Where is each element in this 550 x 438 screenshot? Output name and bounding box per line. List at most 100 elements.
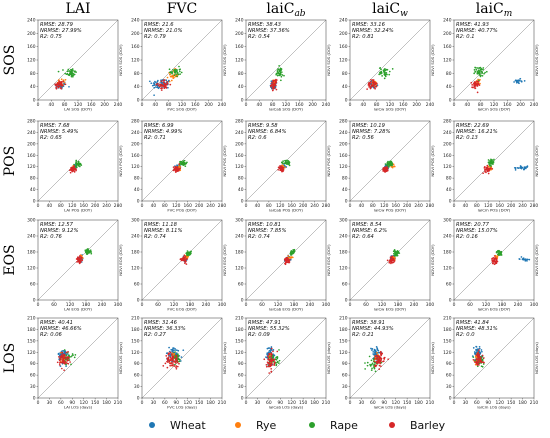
- point-rape: [389, 164, 391, 167]
- point-barley: [167, 361, 169, 363]
- point-rape: [70, 70, 73, 73]
- x-tick-label: 80: [370, 203, 376, 209]
- point-wheat: [478, 347, 481, 350]
- point-barley: [63, 355, 66, 357]
- point-barley: [284, 258, 287, 260]
- y-tick-label: 160: [131, 153, 140, 159]
- point-rape: [186, 250, 189, 252]
- point-barley: [375, 354, 378, 357]
- point-rape: [293, 248, 296, 251]
- panel-pos-laic-w: 0040408080120120160160200200240240280280…: [339, 119, 435, 213]
- y-tick-label: 0: [345, 298, 348, 304]
- point-rape: [72, 75, 74, 78]
- x-tick-label: 60: [370, 400, 376, 406]
- point-barley: [165, 355, 168, 357]
- point-barley: [270, 355, 273, 358]
- stat-line: R2: 0.81: [352, 34, 374, 40]
- point-barley: [374, 355, 377, 358]
- stat-line: RMSE: 41.93: [456, 22, 489, 28]
- x-tick-label: 280: [530, 203, 539, 209]
- point-barley: [378, 360, 380, 363]
- point-barley: [378, 364, 381, 367]
- point-barley: [390, 258, 393, 261]
- point-barley: [79, 255, 81, 257]
- point-wheat: [525, 258, 527, 260]
- stat-line: RMSE: 10.19: [352, 123, 385, 129]
- panel-sos-laic-ab: 00 40 40 80 80 120 120 160 160 200 200 240 240 laiCab…: [235, 18, 331, 112]
- point-rape: [281, 74, 284, 76]
- point-rape: [388, 166, 390, 168]
- stat-line: NRMSE: 5.49%: [40, 129, 78, 135]
- y-tick-label: 200: [339, 31, 348, 37]
- x-tick-label: 200: [516, 102, 525, 108]
- stat-line: R2: 0.0: [456, 332, 475, 338]
- point-rape: [478, 66, 480, 69]
- x-axis-label: laiCab EOS (DOY): [269, 307, 303, 312]
- point-wheat: [528, 258, 531, 261]
- point-rape: [387, 161, 389, 163]
- point-rape: [364, 362, 366, 364]
- row-label-pos: POS: [2, 146, 18, 177]
- point-barley: [175, 365, 178, 367]
- x-tick-label: 150: [403, 400, 412, 406]
- point-rape: [498, 252, 501, 255]
- legend-label: Barley: [410, 419, 446, 432]
- x-tick-label: 180: [394, 302, 403, 308]
- stat-line: RMSE: 40.41: [40, 320, 73, 326]
- point-wheat: [370, 347, 372, 350]
- y-tick-label: 60: [30, 282, 36, 288]
- stat-line: R2: 0.65: [40, 135, 63, 141]
- point-barley: [475, 354, 478, 356]
- point-barley: [371, 81, 373, 84]
- point-barley: [67, 359, 70, 362]
- point-rape: [277, 72, 279, 75]
- point-barley: [62, 358, 65, 361]
- point-barley: [487, 170, 489, 172]
- column-title-1: LAI: [66, 1, 91, 17]
- point-rye: [281, 164, 283, 167]
- x-tick-label: 240: [202, 302, 211, 308]
- y-tick-label: 80: [342, 176, 348, 182]
- stat-line: R2: 0.54: [248, 34, 270, 40]
- point-barley: [162, 84, 165, 87]
- point-barley: [280, 166, 282, 169]
- x-tick-label: 0: [141, 102, 144, 108]
- point-barley: [376, 358, 379, 360]
- y-tick-label: 240: [339, 130, 348, 136]
- x-tick-label: 60: [155, 302, 161, 308]
- point-rape: [280, 69, 282, 72]
- x-tick-label: 60: [58, 400, 64, 406]
- x-tick-label: 180: [310, 400, 319, 406]
- point-rape: [278, 65, 280, 67]
- point-wheat: [155, 81, 157, 84]
- point-barley: [379, 356, 381, 359]
- point-rape: [268, 356, 271, 358]
- x-tick-label: 240: [410, 302, 419, 308]
- stat-line: RMSE: 22.69: [456, 123, 489, 129]
- point-rape: [487, 161, 490, 164]
- y-tick-label: 120: [339, 58, 348, 64]
- x-tick-label: 90: [381, 400, 387, 406]
- point-barley: [169, 351, 172, 354]
- panel-sos-laic-w: 00 40 40 80 80 120 120 160 160 200 200 240 240 laiCw …: [339, 18, 435, 112]
- one-to-one-line: [141, 317, 223, 399]
- point-rape: [66, 72, 69, 75]
- point-barley: [166, 366, 169, 369]
- stat-line: NRMSE: 6.84%: [248, 129, 286, 135]
- x-tick-label: 60: [259, 302, 265, 308]
- y-axis-label: NDVI EOS (DOY): [326, 244, 331, 276]
- y-tick-label: 160: [443, 153, 452, 159]
- y-tick-label: 160: [339, 44, 348, 50]
- x-tick-label: 300: [426, 302, 435, 308]
- panel-eos-laic-m: 00 60 60 120 120 180 180 240 240 300 300 laiCm EOS …: [443, 218, 539, 312]
- y-tick-label: 280: [235, 119, 244, 125]
- point-barley: [367, 84, 370, 86]
- point-rape: [369, 363, 371, 366]
- y-tick-label: 40: [30, 187, 36, 193]
- y-tick-label: 40: [30, 84, 36, 90]
- y-tick-label: 0: [137, 98, 140, 104]
- point-rape: [71, 72, 74, 75]
- point-wheat: [157, 79, 159, 82]
- x-tick-label: 120: [490, 102, 499, 108]
- y-tick-label: 0: [449, 396, 452, 402]
